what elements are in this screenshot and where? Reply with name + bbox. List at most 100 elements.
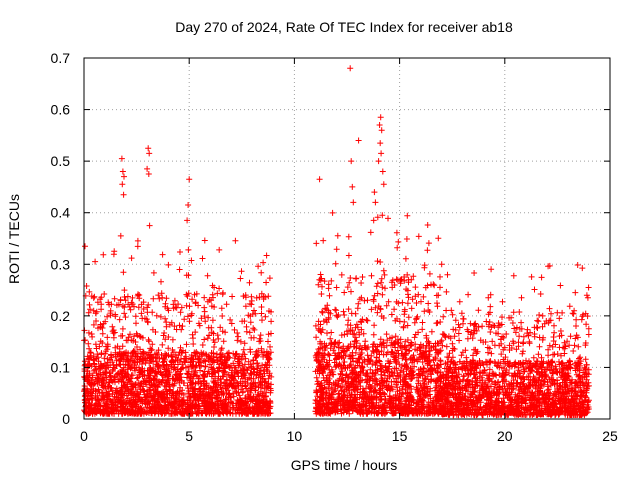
data-point <box>225 353 231 360</box>
data-point <box>267 349 274 356</box>
data-point <box>111 248 118 255</box>
data-point <box>265 375 272 382</box>
data-point <box>499 314 505 321</box>
data-point <box>403 236 410 242</box>
data-point <box>165 334 172 340</box>
data-point <box>395 238 402 245</box>
data-point <box>223 301 230 308</box>
data-point <box>263 279 270 286</box>
data-point <box>134 374 141 381</box>
data-point <box>186 303 193 310</box>
data-point <box>377 259 384 265</box>
data-point <box>85 309 92 316</box>
data-point <box>169 357 176 363</box>
data-point <box>150 269 157 276</box>
data-point <box>190 335 196 342</box>
data-point <box>201 294 208 301</box>
data-point <box>381 271 388 278</box>
data-point <box>162 315 169 322</box>
data-point <box>374 280 381 287</box>
data-point <box>204 272 211 279</box>
data-point <box>557 282 564 289</box>
data-point <box>209 291 216 298</box>
data-point <box>150 365 157 372</box>
data-point <box>92 258 99 265</box>
data-point <box>253 294 260 301</box>
data-point <box>449 340 456 347</box>
data-point <box>516 309 523 315</box>
data-point <box>235 333 242 340</box>
data-point <box>585 325 592 332</box>
data-point <box>318 291 325 297</box>
data-point <box>176 266 183 273</box>
data-point <box>262 313 269 320</box>
data-point <box>258 269 265 276</box>
data-point <box>94 351 101 358</box>
data-point <box>443 307 450 314</box>
data-point <box>169 336 176 343</box>
data-point <box>332 260 339 267</box>
data-point <box>433 320 440 327</box>
data-point <box>229 293 236 300</box>
data-point <box>124 293 131 300</box>
data-point <box>192 380 199 387</box>
data-point <box>499 298 506 305</box>
data-point <box>120 269 127 276</box>
data-point <box>243 385 250 392</box>
data-point <box>425 240 432 247</box>
data-point <box>108 301 115 308</box>
data-point <box>159 341 166 348</box>
data-point <box>239 318 246 325</box>
data-point <box>111 295 118 302</box>
data-point <box>88 331 95 337</box>
data-point <box>138 310 145 317</box>
data-point <box>353 275 360 282</box>
data-point <box>206 370 213 377</box>
data-point <box>99 330 106 337</box>
data-point <box>344 284 351 291</box>
data-point <box>127 306 134 313</box>
data-point <box>383 331 390 338</box>
data-point <box>246 329 253 336</box>
data-point <box>128 372 135 379</box>
data-point <box>230 360 237 367</box>
data-point <box>192 364 199 371</box>
data-point <box>103 374 110 381</box>
data-point <box>90 294 97 301</box>
data-point <box>238 268 245 275</box>
data-point <box>530 354 537 361</box>
data-point <box>140 299 147 306</box>
data-point <box>204 335 211 342</box>
data-point <box>424 247 431 254</box>
data-point <box>218 347 225 353</box>
data-point <box>234 330 241 336</box>
data-point <box>374 258 381 265</box>
data-point <box>401 311 408 318</box>
data-point <box>431 282 438 289</box>
data-point <box>112 311 119 318</box>
data-point <box>255 263 262 270</box>
data-point <box>202 363 209 370</box>
data-point <box>236 392 243 399</box>
data-point <box>214 332 221 339</box>
data-point <box>440 313 447 320</box>
data-point <box>479 323 486 330</box>
data-point <box>520 339 527 346</box>
data-point <box>354 305 361 312</box>
data-point <box>184 313 191 320</box>
data-point <box>268 381 274 388</box>
data-point <box>121 287 128 294</box>
data-point <box>334 232 341 239</box>
data-point <box>239 351 246 358</box>
data-point <box>219 313 226 319</box>
data-point <box>255 374 262 381</box>
data-point <box>179 323 186 330</box>
data-point <box>585 331 592 338</box>
data-point <box>227 316 234 323</box>
data-point <box>538 274 545 281</box>
data-point <box>220 289 226 296</box>
data-point <box>201 237 208 244</box>
data-point <box>471 270 478 276</box>
data-point <box>82 243 88 250</box>
data-point <box>202 358 209 365</box>
